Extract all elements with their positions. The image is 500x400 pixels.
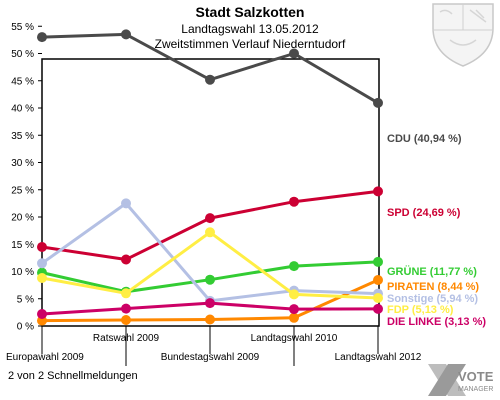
- y-tick-label: 50 %: [11, 49, 34, 60]
- y-tick-label: 30 %: [11, 158, 34, 169]
- series-end-label: PIRATEN (8,44 %): [387, 281, 479, 293]
- y-tick-label: 20 %: [11, 213, 34, 224]
- data-point: [289, 196, 299, 207]
- data-point: [121, 303, 131, 314]
- footer-note: 2 von 2 Schnellmeldungen: [8, 370, 138, 382]
- data-point: [289, 261, 299, 272]
- data-point: [289, 304, 299, 315]
- y-tick-label: 35 %: [11, 131, 34, 142]
- data-point: [205, 314, 215, 325]
- series-labels: CDU (40,94 %) SPD (24,69 %) GRÜNE (11,77 %…: [387, 133, 486, 328]
- data-point: [289, 312, 299, 323]
- data-point: [373, 256, 383, 267]
- data-point: [205, 298, 215, 309]
- x-tick-label: Landtagswahl 2012: [335, 352, 422, 363]
- vote-manager-logo-text-top: VOTE: [458, 369, 494, 384]
- data-point: [373, 97, 383, 108]
- y-tick-label: 15 %: [11, 240, 34, 251]
- data-point: [121, 315, 131, 325]
- data-point: [373, 303, 383, 314]
- series-end-label: Sonstige (5,94 %): [387, 293, 478, 305]
- data-point: [121, 29, 131, 40]
- data-point: [37, 273, 47, 283]
- x-axis: Europawahl 2009 Ratswahl 2009Bundestagswa…: [6, 326, 422, 366]
- data-point: [37, 309, 47, 319]
- data-point: [205, 74, 215, 85]
- x-tick-label: Ratswahl 2009: [93, 333, 160, 344]
- data-point: [121, 288, 131, 299]
- data-point: [37, 242, 47, 252]
- y-tick-label: 25 %: [11, 185, 34, 196]
- series-fdp: [37, 227, 383, 303]
- data-point: [373, 275, 383, 285]
- series-die-linke: [37, 298, 383, 319]
- vote-manager-x-icon: [428, 364, 466, 396]
- series-end-label: GRÜNE (11,77 %): [387, 265, 477, 278]
- series-cdu: [37, 29, 383, 108]
- data-point: [289, 48, 299, 59]
- chart-description: Zweitstimmen Verlauf Niederntudorf: [155, 37, 346, 51]
- series-end-label: FDP (5,13 %): [387, 304, 454, 316]
- series-spd: [37, 186, 383, 265]
- chart-header: Stadt Salzkotten Landtagswahl 13.05.2012…: [155, 4, 346, 51]
- x-tick-label: Europawahl 2009: [6, 352, 84, 363]
- y-tick-label: 0 %: [17, 322, 34, 333]
- coat-of-arms-icon: [432, 3, 494, 67]
- x-tick-label: Landtagswahl 2010: [251, 333, 338, 344]
- data-point: [37, 32, 47, 43]
- data-point: [373, 293, 383, 303]
- data-point: [121, 254, 131, 265]
- vote-manager-logo: VOTE MANAGER: [428, 364, 494, 396]
- data-point: [121, 198, 131, 209]
- chart-title: Stadt Salzkotten: [196, 4, 305, 20]
- y-tick-label: 40 %: [11, 104, 34, 115]
- y-tick-label: 10 %: [11, 267, 34, 278]
- series-end-label: CDU (40,94 %): [387, 133, 462, 145]
- data-point: [373, 186, 383, 197]
- y-tick-label: 55 %: [11, 22, 34, 33]
- series-end-label: SPD (24,69 %): [387, 207, 461, 219]
- series-layer: [37, 29, 383, 326]
- data-point: [37, 258, 47, 269]
- vote-manager-logo-text-bottom: MANAGER: [458, 386, 493, 393]
- series-end-label: DIE LINKE (3,13 %): [387, 316, 486, 328]
- x-tick-label: Bundestagswahl 2009: [161, 352, 260, 363]
- plot-area: 0 % 5 % 10 % 15 % 20 % 25 % 30 % 35 % 40 % 45 % 50…: [6, 22, 486, 366]
- y-tick-label: 45 %: [11, 76, 34, 87]
- y-tick-label: 5 %: [17, 294, 34, 305]
- data-point: [205, 227, 215, 238]
- data-point: [205, 213, 215, 224]
- data-point: [205, 274, 215, 285]
- series-line: [41, 189, 379, 261]
- chart-subtitle: Landtagswahl 13.05.2012: [181, 22, 319, 36]
- data-point: [289, 289, 299, 300]
- y-axis: 0 % 5 % 10 % 15 % 20 % 25 % 30 % 35 % 40 % 45 % 50…: [11, 22, 42, 333]
